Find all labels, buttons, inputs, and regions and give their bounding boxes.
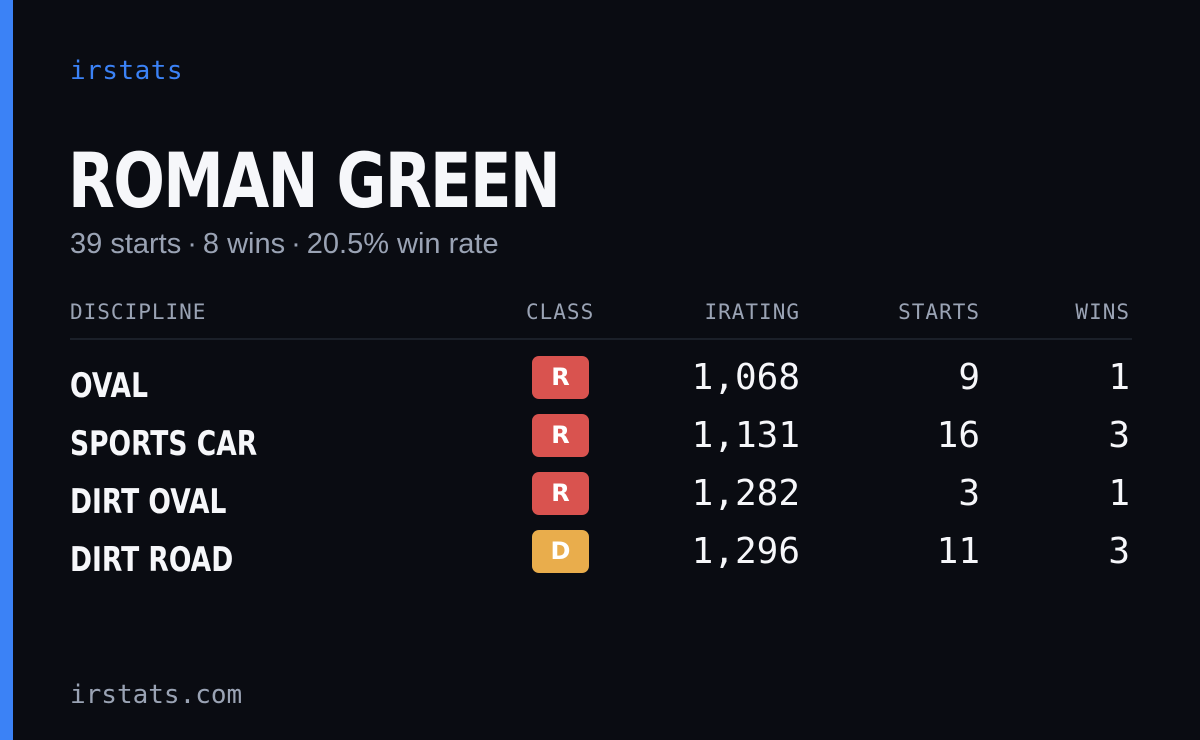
starts-value: 16 xyxy=(936,415,980,456)
table-row: DIRT ROAD D 1,296 11 3 xyxy=(70,528,1132,586)
discipline-name: DIRT OVAL xyxy=(70,482,227,522)
win-rate-summary: 20.5% win rate xyxy=(306,228,499,260)
header-wins: WINS xyxy=(1075,300,1130,324)
separator: · xyxy=(187,228,197,260)
header-irating: IRATING xyxy=(704,300,800,324)
wins-value: 3 xyxy=(1108,415,1130,456)
accent-bar xyxy=(0,0,13,740)
table-row: OVAL R 1,068 9 1 xyxy=(70,354,1132,412)
class-badge: R xyxy=(532,414,589,457)
class-badge: R xyxy=(532,472,589,515)
footer-url: irstats.com xyxy=(70,680,243,710)
discipline-name: OVAL xyxy=(70,366,148,406)
wins-value: 3 xyxy=(1108,531,1130,572)
wins-value: 1 xyxy=(1108,473,1130,514)
discipline-table: DISCIPLINE CLASS IRATING STARTS WINS OVA… xyxy=(70,298,1132,586)
irating-value: 1,068 xyxy=(691,357,800,398)
table-row: DIRT OVAL R 1,282 3 1 xyxy=(70,470,1132,528)
header-class: CLASS xyxy=(526,300,595,324)
discipline-name: DIRT ROAD xyxy=(70,540,234,580)
irating-value: 1,296 xyxy=(691,531,800,572)
starts-value: 9 xyxy=(958,357,980,398)
table-header: DISCIPLINE CLASS IRATING STARTS WINS xyxy=(70,298,1132,340)
table-row: SPORTS CAR R 1,131 16 3 xyxy=(70,412,1132,470)
starts-value: 11 xyxy=(936,531,980,572)
header-starts: STARTS xyxy=(898,300,980,324)
driver-name: ROMAN GREEN xyxy=(68,136,561,225)
starts-value: 3 xyxy=(958,473,980,514)
class-badge: D xyxy=(532,530,589,573)
irating-value: 1,131 xyxy=(691,415,800,456)
driver-summary: 39 starts · 8 wins · 20.5% win rate xyxy=(70,228,499,261)
discipline-name: SPORTS CAR xyxy=(70,424,258,464)
header-discipline: DISCIPLINE xyxy=(70,300,207,324)
table-body: OVAL R 1,068 9 1 SPORTS CAR R 1,131 16 3… xyxy=(70,340,1132,586)
separator: · xyxy=(291,228,301,260)
starts-summary: 39 starts xyxy=(70,228,182,260)
class-badge: R xyxy=(532,356,589,399)
brand-logo: irstats xyxy=(70,56,184,86)
wins-summary: 8 wins xyxy=(202,228,286,260)
wins-value: 1 xyxy=(1108,357,1130,398)
irating-value: 1,282 xyxy=(691,473,800,514)
